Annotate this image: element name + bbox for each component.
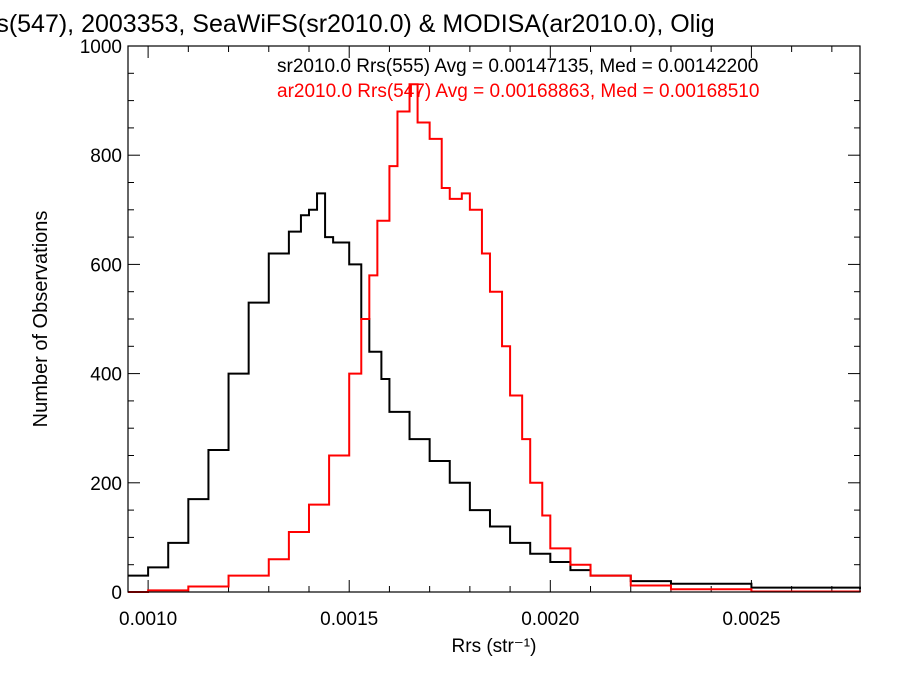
y-tick-label: 0 xyxy=(111,583,122,604)
x-axis-label: Rrs (str⁻¹) xyxy=(452,636,537,657)
series-line-2 xyxy=(128,83,861,593)
y-tick-label: 200 xyxy=(90,474,122,495)
x-tick-label: 0.0020 xyxy=(521,609,579,630)
x-tick-label: 0.0025 xyxy=(722,609,780,630)
axes-layer: 0.0010 0.0015 0.0020 0.0025 0 200 400 600 800 100… xyxy=(80,37,860,630)
x-tick-label: 0.0010 xyxy=(119,609,177,630)
legend-entry-2: ar2010.0 Rrs(547) Avg = 0.00168863, Med … xyxy=(277,81,759,102)
x-tick-label: 0.0015 xyxy=(320,609,378,630)
y-axis-label: Number of Observations xyxy=(30,211,52,428)
y-tick-label: 800 xyxy=(90,146,122,167)
y-tick-label: 400 xyxy=(90,365,122,386)
y-tick-label: 600 xyxy=(90,255,122,276)
legend: sr2010.0 Rrs(555) Avg = 0.00147135, Med … xyxy=(277,56,759,102)
plot-frame xyxy=(127,45,861,593)
y-tick-label: 1000 xyxy=(80,37,122,58)
series-layer xyxy=(128,83,861,593)
legend-entry-1: sr2010.0 Rrs(555) Avg = 0.00147135, Med … xyxy=(277,56,758,77)
chart-title: rs(547), 2003353, SeaWiFS(sr2010.0) & MO… xyxy=(0,10,715,38)
